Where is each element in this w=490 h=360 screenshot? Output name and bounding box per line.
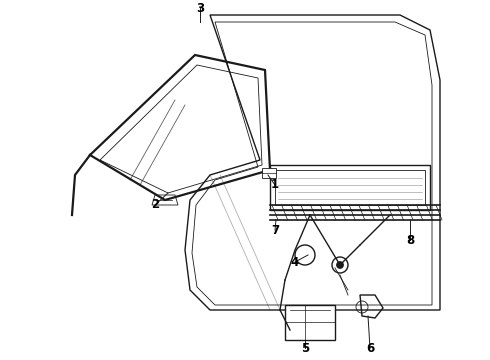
Text: 6: 6 bbox=[366, 342, 374, 355]
Text: 1: 1 bbox=[271, 179, 279, 192]
Circle shape bbox=[337, 262, 343, 268]
Bar bbox=[285, 305, 335, 340]
Text: 5: 5 bbox=[301, 342, 309, 355]
Text: 2: 2 bbox=[151, 198, 159, 211]
Text: 3: 3 bbox=[196, 1, 204, 14]
Text: 8: 8 bbox=[406, 234, 414, 247]
Text: 4: 4 bbox=[291, 256, 299, 269]
Text: 7: 7 bbox=[271, 224, 279, 237]
Bar bbox=[262, 168, 276, 178]
